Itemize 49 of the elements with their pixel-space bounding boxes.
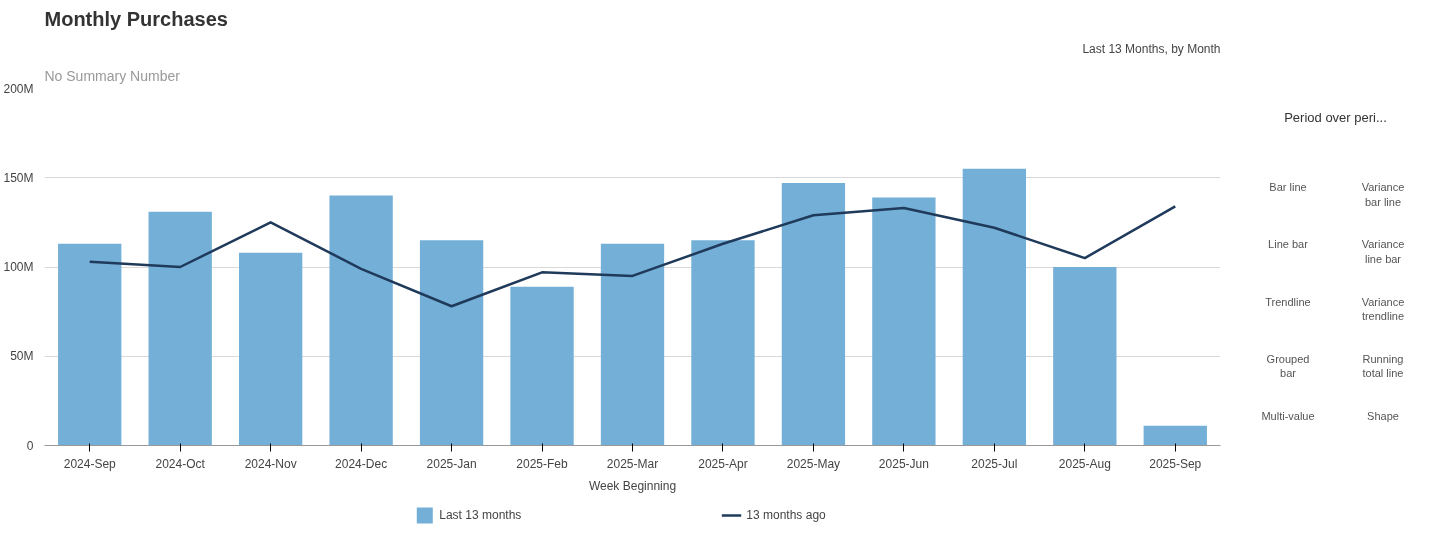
text: Variance bar line bbox=[1361, 181, 1405, 208]
legend-label: 13 months ago bbox=[746, 508, 826, 522]
bar bbox=[1143, 425, 1207, 446]
x-tick-label: 2024-Sep bbox=[63, 456, 117, 471]
chart-title: Monthly Purchases bbox=[44, 7, 228, 30]
y-tick-label: 50M bbox=[10, 349, 34, 364]
x-axis-title: Week Beginning bbox=[588, 478, 677, 493]
text: Shape bbox=[1367, 409, 1399, 422]
x-tick-label: 2025-Jul bbox=[971, 456, 1018, 471]
text: Variance line bar bbox=[1361, 238, 1405, 265]
bar bbox=[148, 211, 212, 446]
line-series bbox=[88, 205, 1177, 308]
legend-label: Last 13 months bbox=[439, 508, 522, 522]
bar bbox=[329, 195, 393, 446]
x-tick-label: 2025-Aug bbox=[1058, 456, 1111, 471]
y-tick-label: 150M bbox=[3, 170, 34, 185]
bar bbox=[58, 243, 122, 446]
x-tick-label: 2024-Nov bbox=[244, 456, 297, 471]
text: Trendline bbox=[1265, 295, 1311, 308]
x-tick-label: 2025-May bbox=[786, 456, 841, 471]
bar bbox=[781, 183, 846, 446]
text: Variance trendline bbox=[1361, 295, 1405, 322]
bar bbox=[238, 252, 303, 446]
bar bbox=[600, 243, 665, 446]
x-tick-label: 2024-Dec bbox=[335, 456, 388, 471]
text: Period over peri... bbox=[1284, 109, 1387, 125]
bar bbox=[691, 240, 755, 446]
y-tick-label: 200M bbox=[3, 81, 34, 96]
bar bbox=[1053, 267, 1117, 446]
x-tick-label: 2025-Jun bbox=[878, 456, 929, 471]
text: Grouped bar bbox=[1266, 352, 1310, 380]
text: Bar line bbox=[1269, 181, 1307, 194]
x-tick-label: 2025-Feb bbox=[516, 456, 569, 471]
bar bbox=[419, 240, 484, 446]
y-tick-label: 100M bbox=[3, 260, 34, 274]
x-tick-label: 2025-Sep bbox=[1149, 456, 1202, 471]
x-tick-label: 2025-Mar bbox=[606, 456, 659, 471]
y-tick-label: 0 bbox=[26, 438, 34, 453]
x-tick-label: 2024-Oct bbox=[155, 456, 206, 471]
text: No Summary Number bbox=[44, 67, 181, 84]
x-tick-label: 2025-Jan bbox=[426, 456, 477, 471]
bar bbox=[962, 168, 1027, 446]
text: Multi-value bbox=[1261, 409, 1315, 422]
text: Running total line bbox=[1362, 352, 1404, 380]
bar bbox=[872, 197, 936, 446]
chart-subtitle: Last 13 Months, by Month bbox=[1082, 41, 1221, 56]
bar bbox=[510, 286, 574, 446]
x-tick-label: 2025-Apr bbox=[698, 456, 748, 471]
text: Line bar bbox=[1268, 238, 1309, 251]
